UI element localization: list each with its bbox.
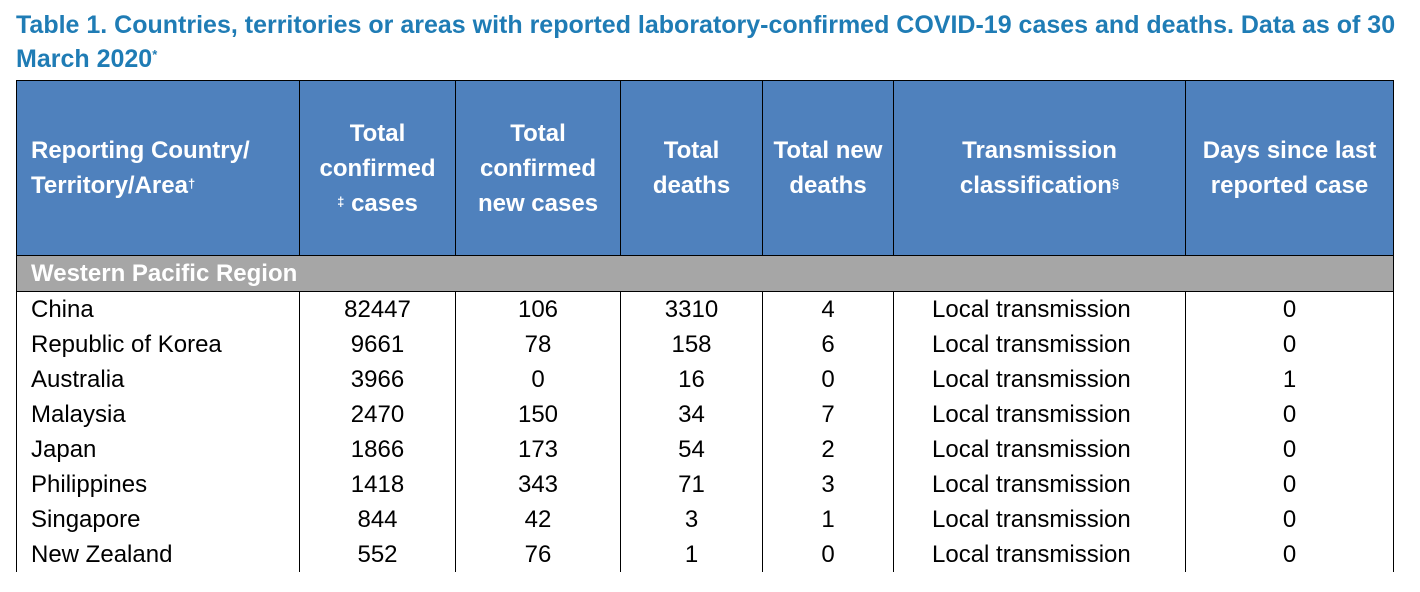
header-country: Reporting Country/ Territory/Area† — [16, 80, 300, 256]
cell-days-since: 0 — [1185, 291, 1394, 327]
cell-transmission: Local transmission — [893, 291, 1186, 327]
cell-country: Singapore — [16, 502, 300, 537]
caption-text: Table 1. Countries, territories or areas… — [16, 11, 1396, 73]
cell-country: Philippines — [16, 467, 300, 502]
cell-transmission: Local transmission — [893, 327, 1186, 362]
region-label: Western Pacific Region — [16, 255, 1394, 292]
header-country-mark: † — [187, 176, 196, 191]
cell-days-since: 0 — [1185, 502, 1394, 537]
header-days-since: Days since last reported case — [1185, 80, 1394, 256]
caption-footnote-mark: * — [152, 47, 158, 62]
cell-total-cases: 552 — [299, 537, 456, 572]
table-row: New Zealand 552 76 1 0 Local transmission 0 — [16, 537, 1394, 572]
table-caption: Table 1. Countries, territories or areas… — [16, 8, 1406, 76]
cell-country: New Zealand — [16, 537, 300, 572]
cell-new-cases: 0 — [455, 362, 621, 397]
cell-days-since: 0 — [1185, 327, 1394, 362]
cell-new-cases: 76 — [455, 537, 621, 572]
header-total-confirmed-label: Total confirmed — [319, 119, 436, 182]
cell-total-deaths: 54 — [620, 432, 763, 467]
header-country-label: Reporting Country/ Territory/Area — [31, 137, 250, 199]
cell-new-deaths: 7 — [762, 397, 894, 432]
table-row: Japan 1866 173 54 2 Local transmission 0 — [16, 432, 1394, 467]
cell-new-deaths: 3 — [762, 467, 894, 502]
cell-country: Republic of Korea — [16, 327, 300, 362]
cell-transmission: Local transmission — [893, 397, 1186, 432]
header-total-confirmed-suffix: cases — [344, 189, 418, 217]
cell-days-since: 0 — [1185, 432, 1394, 467]
cell-total-cases: 844 — [299, 502, 456, 537]
cell-new-cases: 106 — [455, 291, 621, 327]
header-transmission-mark: § — [1111, 176, 1120, 191]
table-row: Philippines 1418 343 71 3 Local transmission 0 — [16, 467, 1394, 502]
region-row: Western Pacific Region — [16, 255, 1394, 292]
header-total-confirmed-mark: ‡ — [337, 193, 345, 209]
table-row: Republic of Korea 9661 78 158 6 Local transmi… — [16, 327, 1394, 362]
cell-total-cases: 9661 — [299, 327, 456, 362]
cell-new-cases: 42 — [455, 502, 621, 537]
cell-days-since: 0 — [1185, 467, 1394, 502]
table-body: Western Pacific Region China 82447 106 3310… — [16, 255, 1394, 572]
cell-total-deaths: 1 — [620, 537, 763, 572]
header-total-confirmed: Total confirmed ‡ cases — [299, 80, 456, 256]
cell-transmission: Local transmission — [893, 537, 1186, 572]
cell-days-since: 0 — [1185, 397, 1394, 432]
table-row: Australia 3966 0 16 0 Local transmission 1 — [16, 362, 1394, 397]
table-header: Reporting Country/ Territory/Area† Total… — [16, 80, 1394, 256]
cell-new-cases: 78 — [455, 327, 621, 362]
cell-total-cases: 82447 — [299, 291, 456, 327]
cell-total-cases: 1418 — [299, 467, 456, 502]
cell-days-since: 1 — [1185, 362, 1394, 397]
table-row: China 82447 106 3310 4 Local transmission 0 — [16, 291, 1394, 327]
cell-new-deaths: 2 — [762, 432, 894, 467]
cell-total-cases: 1866 — [299, 432, 456, 467]
header-days-since-label: Days since last reported case — [1202, 137, 1377, 199]
cell-new-deaths: 6 — [762, 327, 894, 362]
header-new-deaths-label: Total new deaths — [773, 137, 883, 199]
header-new-cases: Total confirmed new cases — [455, 80, 621, 256]
cell-total-deaths: 71 — [620, 467, 763, 502]
cell-country: China — [16, 291, 300, 327]
table-row: Malaysia 2470 150 34 7 Local transmission 0 — [16, 397, 1394, 432]
cell-transmission: Local transmission — [893, 432, 1186, 467]
cell-new-cases: 150 — [455, 397, 621, 432]
cell-total-deaths: 158 — [620, 327, 763, 362]
cell-country: Malaysia — [16, 397, 300, 432]
cell-new-deaths: 1 — [762, 502, 894, 537]
cell-new-deaths: 0 — [762, 537, 894, 572]
table-row: Singapore 844 42 3 1 Local transmission 0 — [16, 502, 1394, 537]
header-total-deaths: Total deaths — [620, 80, 763, 256]
header-transmission: Transmission classification§ — [893, 80, 1186, 256]
cell-total-deaths: 3310 — [620, 291, 763, 327]
cell-total-deaths: 16 — [620, 362, 763, 397]
cell-total-deaths: 3 — [620, 502, 763, 537]
cell-days-since: 0 — [1185, 537, 1394, 572]
cell-country: Japan — [16, 432, 300, 467]
covid-cases-table: Reporting Country/ Territory/Area† Total… — [16, 80, 1394, 572]
cell-new-cases: 343 — [455, 467, 621, 502]
cell-transmission: Local transmission — [893, 502, 1186, 537]
header-total-deaths-label: Total deaths — [652, 137, 731, 199]
cell-country: Australia — [16, 362, 300, 397]
cell-new-deaths: 4 — [762, 291, 894, 327]
cell-new-cases: 173 — [455, 432, 621, 467]
header-new-cases-label: Total confirmed new cases — [477, 119, 599, 217]
cell-total-cases: 2470 — [299, 397, 456, 432]
cell-total-cases: 3966 — [299, 362, 456, 397]
cell-transmission: Local transmission — [893, 362, 1186, 397]
cell-total-deaths: 34 — [620, 397, 763, 432]
cell-transmission: Local transmission — [893, 467, 1186, 502]
header-new-deaths: Total new deaths — [762, 80, 894, 256]
cell-new-deaths: 0 — [762, 362, 894, 397]
header-transmission-label: Transmission classification — [959, 137, 1117, 199]
